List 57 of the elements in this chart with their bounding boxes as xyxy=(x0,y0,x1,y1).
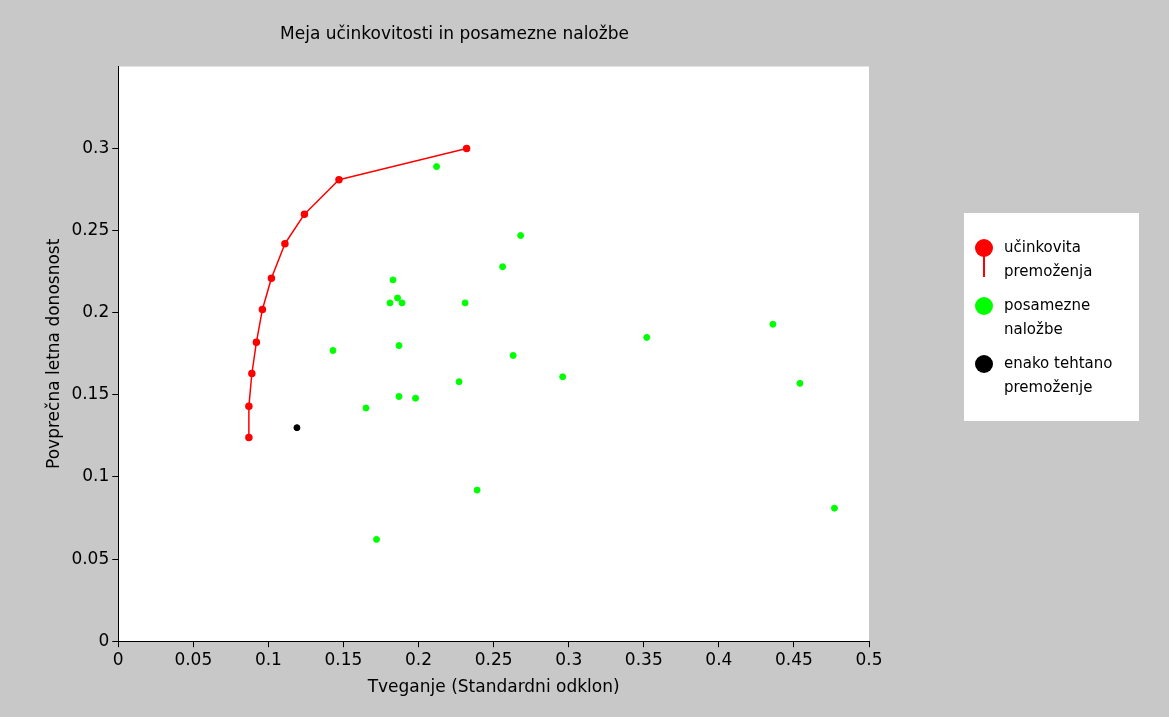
x-tick-label: 0.2 xyxy=(405,648,433,669)
x-tick-label: 0.1 xyxy=(254,648,282,669)
point xyxy=(517,232,525,240)
y-tick-label: 0.05 xyxy=(71,547,110,568)
y-axis-title: Povprečna letna donosnost xyxy=(42,238,63,469)
point xyxy=(395,393,403,400)
point xyxy=(398,299,406,307)
point xyxy=(769,320,777,328)
x-tick-label: 0.4 xyxy=(705,648,733,669)
point xyxy=(455,378,463,386)
point xyxy=(394,294,402,302)
y-tick-label: 0.15 xyxy=(71,383,110,404)
x-tick-label: 0.5 xyxy=(855,648,883,669)
point xyxy=(462,144,471,153)
x-tick-label: 0.45 xyxy=(775,648,813,669)
x-tick-label: 0 xyxy=(112,648,124,669)
point xyxy=(509,351,517,359)
y-tick-label: 0.3 xyxy=(82,136,110,157)
x-tick-label: 0.05 xyxy=(174,648,213,669)
x-tick-label: 0.15 xyxy=(324,648,363,669)
point xyxy=(373,535,381,543)
point xyxy=(329,347,337,355)
point xyxy=(643,333,651,341)
point xyxy=(461,299,469,307)
point xyxy=(473,486,481,494)
point xyxy=(830,504,838,512)
point xyxy=(245,402,253,411)
point xyxy=(389,276,397,284)
point xyxy=(267,274,276,283)
point xyxy=(293,424,301,432)
point xyxy=(362,404,370,412)
point xyxy=(433,163,441,171)
y-tick-label: 0.25 xyxy=(71,219,110,240)
chart-title: Meja učinkovitosti in posamezne naložbe xyxy=(280,22,629,43)
point xyxy=(281,240,289,248)
x-tick-label: 0.3 xyxy=(555,648,583,669)
point xyxy=(395,342,403,350)
y-tick-label: 0.2 xyxy=(82,301,110,322)
point xyxy=(386,299,394,307)
point xyxy=(252,338,261,347)
legend-label: učinkovita premoženja xyxy=(1004,237,1094,282)
x-tick-label: 0.25 xyxy=(474,648,513,669)
point xyxy=(258,305,267,314)
point xyxy=(412,394,420,402)
x-tick-label: 0.35 xyxy=(624,648,663,669)
y-tick-label: 0.1 xyxy=(82,465,110,486)
point xyxy=(248,369,256,378)
legend-label: enako tehtano premoženje xyxy=(1004,353,1114,398)
y-tick-label: 0 xyxy=(98,629,110,650)
x-axis-title: Tveganje (Standardni odklon) xyxy=(366,676,620,697)
point xyxy=(796,379,804,387)
point xyxy=(559,373,567,381)
legend-label: posamezne naložbe xyxy=(1004,295,1092,340)
point xyxy=(499,263,507,271)
point xyxy=(245,433,253,442)
point xyxy=(335,175,343,184)
point xyxy=(300,210,309,218)
